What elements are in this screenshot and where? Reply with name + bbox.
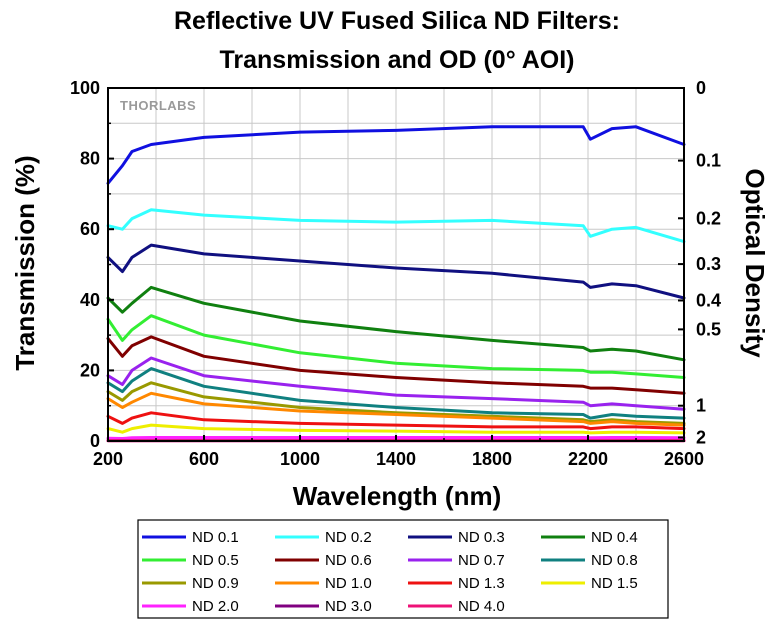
legend: ND 0.1 ND 0.2 ND 0.3 ND 0.4 ND 0.5 ND 0.6 ND 0… <box>142 529 638 615</box>
series-line <box>106 208 686 244</box>
y2-tick-label: 0.3 <box>696 254 721 274</box>
y-tick-label: 60 <box>80 219 100 239</box>
y2-tick-label: 0.1 <box>696 151 721 171</box>
y-tick-label: 100 <box>70 78 100 98</box>
legend-label: ND 0.4 <box>591 529 638 546</box>
x-tick-label: 1800 <box>472 449 512 469</box>
legend-label: ND 4.0 <box>458 598 505 615</box>
y2-axis-title: Optical Density <box>740 168 770 358</box>
x-tick-label: 600 <box>189 449 219 469</box>
series-line <box>106 423 686 435</box>
y2-tick-label: 0.5 <box>696 319 721 339</box>
y2-tick-label: 1 <box>696 396 706 416</box>
series-line <box>106 243 686 300</box>
x-tick-label: 1400 <box>376 449 416 469</box>
x-tick-label: 2200 <box>568 449 608 469</box>
x-axis-ticks: 200 600 1000 1400 1800 2200 2600 <box>93 435 704 469</box>
legend-label: ND 1.0 <box>325 575 372 592</box>
y-axis-ticks: 0 20 40 60 80 100 <box>70 78 114 451</box>
series-line <box>106 391 686 427</box>
legend-label: ND 1.5 <box>591 575 638 592</box>
legend-label: ND 2.0 <box>192 598 239 615</box>
y-tick-label: 20 <box>80 360 100 380</box>
legend-label: ND 1.3 <box>458 575 505 592</box>
x-axis-title: Wavelength (nm) <box>293 481 501 511</box>
legend-label: ND 0.7 <box>458 552 505 569</box>
x-tick-label: 2600 <box>664 449 704 469</box>
y-tick-label: 40 <box>80 290 100 310</box>
series-line <box>106 356 686 411</box>
legend-label: ND 0.5 <box>192 552 239 569</box>
watermark-logo: THORLABS <box>120 98 196 113</box>
series-line <box>106 411 686 431</box>
series-line <box>106 125 686 185</box>
y-tick-label: 0 <box>90 431 100 451</box>
legend-label: ND 0.8 <box>591 552 638 569</box>
y2-tick-label: 0.2 <box>696 208 721 228</box>
y-tick-label: 80 <box>80 149 100 169</box>
y2-axis-ticks: 0 0.1 0.2 0.3 0.4 0.5 1 2 <box>678 78 721 447</box>
chart-title: Reflective UV Fused Silica ND Filters: <box>174 7 620 35</box>
series-line <box>106 367 686 420</box>
series-line <box>106 285 686 362</box>
y2-tick-label: 0 <box>696 78 706 98</box>
series-line <box>106 314 686 379</box>
legend-label: ND 0.6 <box>325 552 372 569</box>
x-tick-label: 1000 <box>280 449 320 469</box>
legend-label: ND 0.3 <box>458 529 505 546</box>
legend-label: ND 0.2 <box>325 529 372 546</box>
legend-label: ND 0.1 <box>192 529 239 546</box>
y-axis-title: Transmission (%) <box>10 155 40 370</box>
y2-tick-label: 0.4 <box>696 290 721 310</box>
chart-subtitle: Transmission and OD (0° AOI) <box>220 46 575 74</box>
series-line <box>106 335 686 395</box>
series-line <box>106 381 686 425</box>
x-tick-label: 200 <box>93 449 123 469</box>
y2-tick-label: 2 <box>696 427 706 447</box>
legend-label: ND 0.9 <box>192 575 239 592</box>
legend-label: ND 3.0 <box>325 598 372 615</box>
